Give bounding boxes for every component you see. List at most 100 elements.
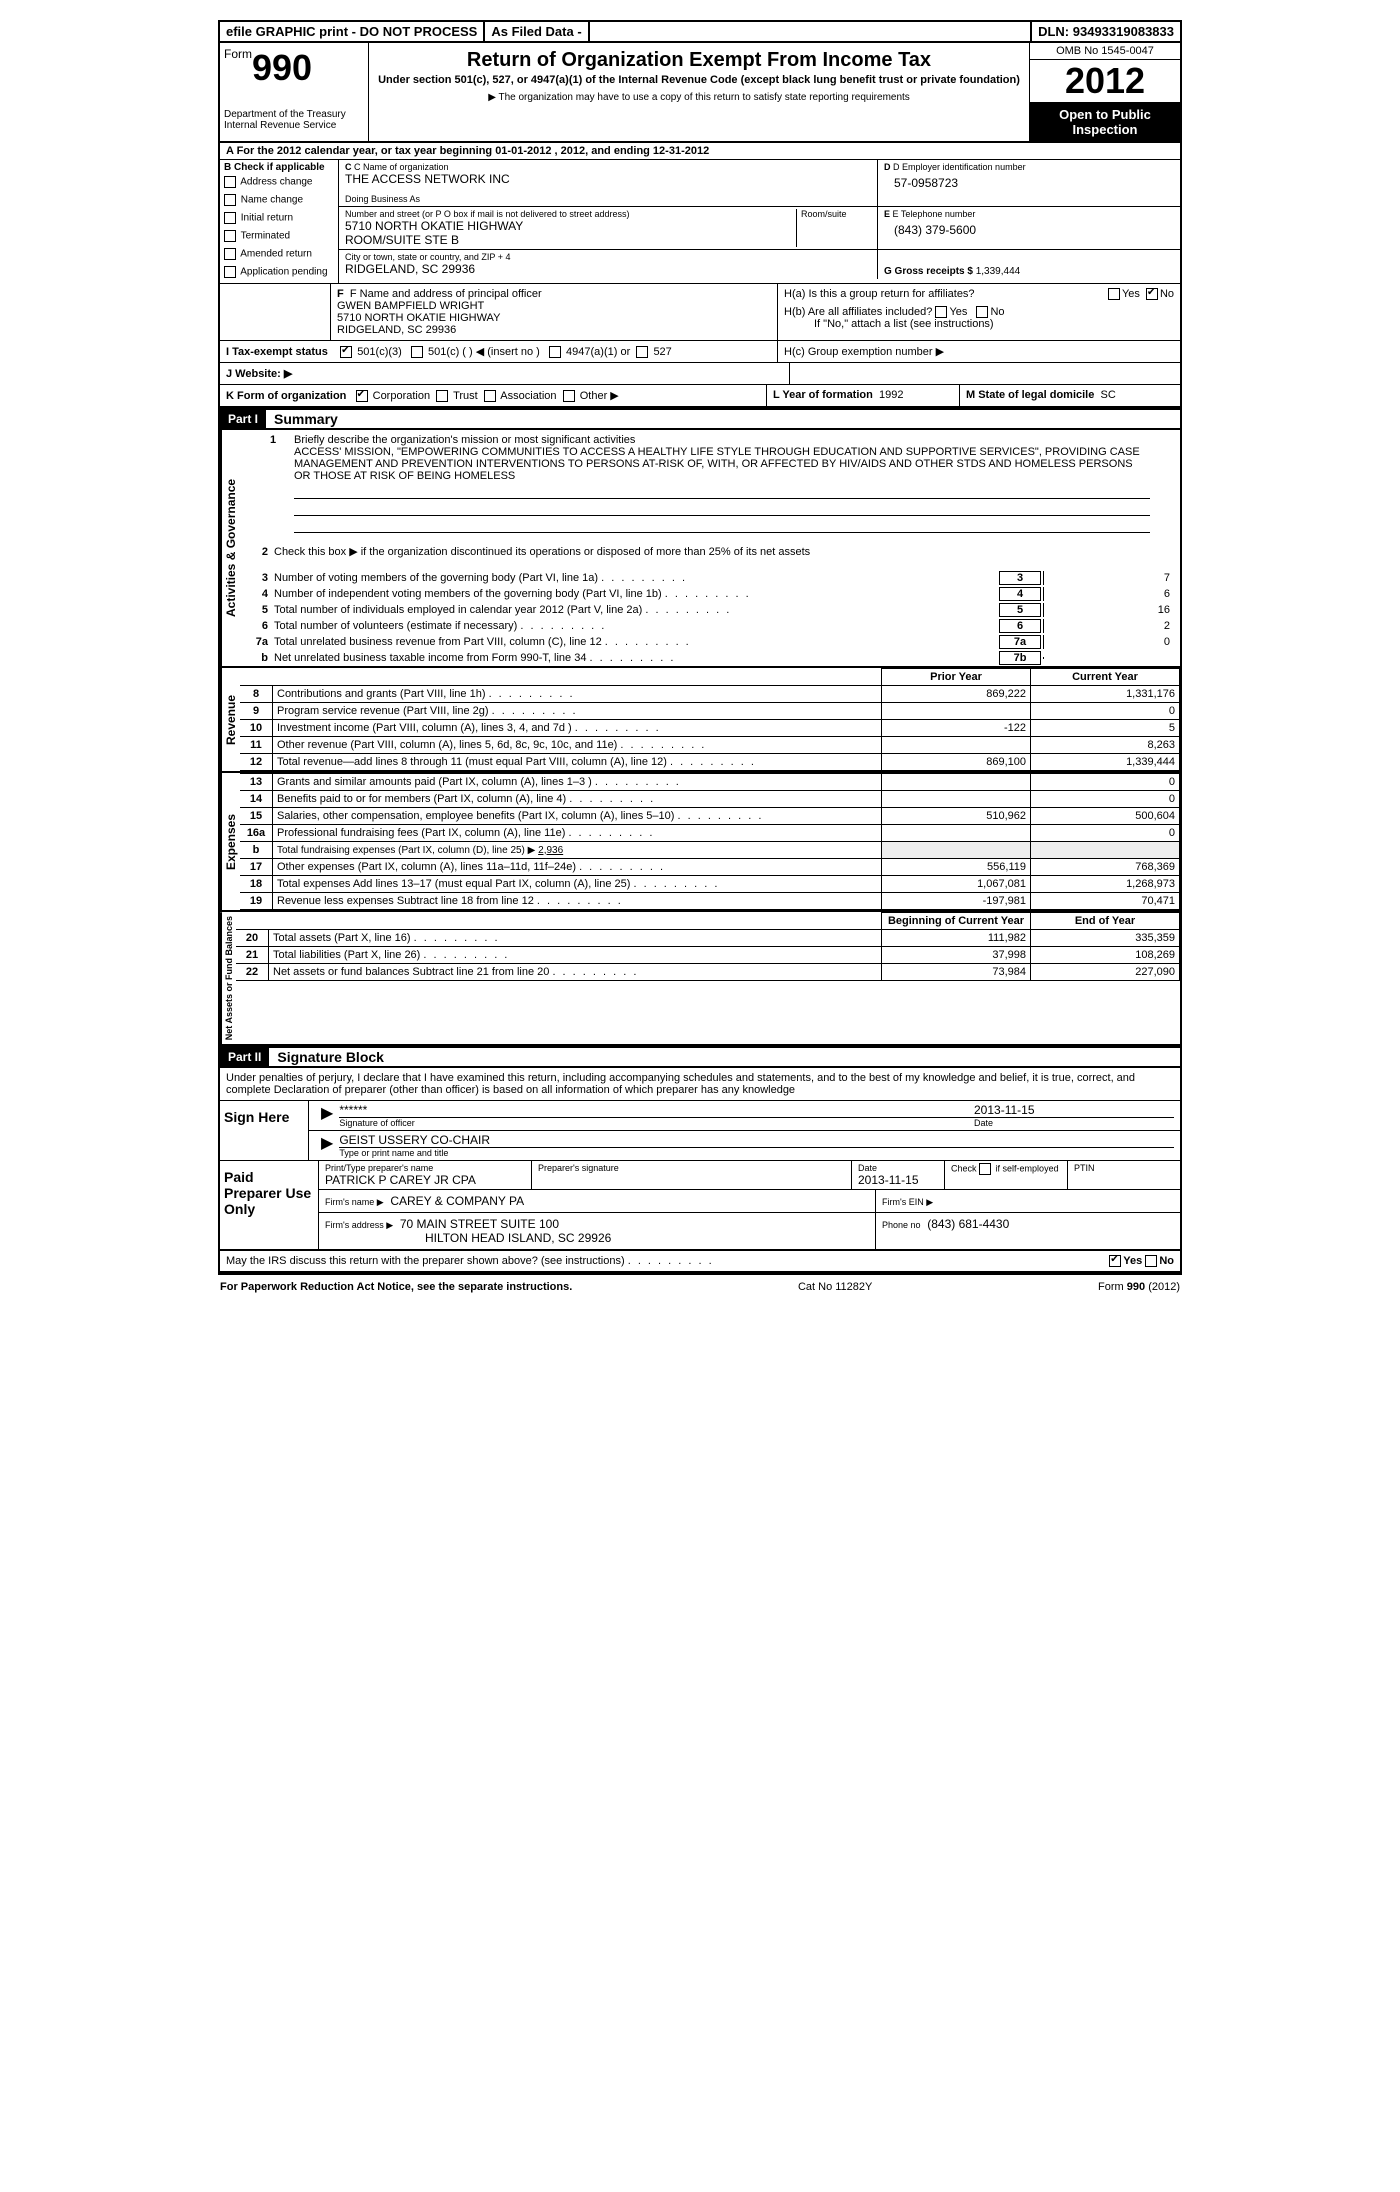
checkbox[interactable] [224, 212, 236, 224]
financial-row: 18Total expenses Add lines 13–17 (must e… [240, 876, 1180, 893]
gov-line: 5Total number of individuals employed in… [240, 602, 1180, 618]
firm-addr1: 70 MAIN STREET SUITE 100 [400, 1217, 559, 1231]
state-domicile-label: M State of legal domicile [966, 389, 1094, 401]
gov-line: 4Number of independent voting members of… [240, 586, 1180, 602]
sign-here-block: Sign Here ▶ ****** Signature of officer … [220, 1101, 1180, 1161]
form-header: Form990 Department of the Treasury Inter… [220, 43, 1180, 143]
checkbox[interactable] [224, 230, 236, 242]
as-filed-label: As Filed Data - [485, 22, 589, 41]
tax-exempt-label: I Tax-exempt status [226, 346, 328, 358]
year-formation-label: L Year of formation [773, 389, 873, 401]
ha-no-checkbox[interactable] [1146, 288, 1158, 300]
financial-row: 14Benefits paid to or for members (Part … [240, 791, 1180, 808]
paid-preparer-label: Paid Preparer Use Only [220, 1161, 319, 1249]
checkbox[interactable] [224, 248, 236, 260]
form-org-checkbox[interactable] [356, 390, 368, 402]
net-assets-label: Net Assets or Fund Balances [220, 912, 236, 1044]
section-b-title: B Check if applicable [224, 162, 334, 173]
form-title: Return of Organization Exempt From Incom… [377, 49, 1021, 72]
501c-checkbox[interactable] [411, 346, 423, 358]
phone-label: E Telephone number [893, 209, 976, 219]
financial-row: 17Other expenses (Part IX, column (A), l… [240, 859, 1180, 876]
gross-receipts: 1,339,444 [976, 266, 1021, 277]
org-name: THE ACCESS NETWORK INC [345, 172, 871, 186]
4947-checkbox[interactable] [549, 346, 561, 358]
ha-label: H(a) Is this a group return for affiliat… [784, 288, 1108, 300]
self-employed-checkbox[interactable] [979, 1163, 991, 1175]
org-city: RIDGELAND, SC 29936 [345, 262, 871, 276]
section-b-item: Terminated [224, 227, 334, 245]
financial-row: 9Program service revenue (Part VIII, lin… [240, 703, 1180, 720]
form-number: 990 [252, 47, 312, 88]
org-addr2: ROOM/SUITE STE B [345, 233, 796, 247]
net-assets-section: Net Assets or Fund Balances Beginning of… [220, 912, 1180, 1046]
financial-row: 13Grants and similar amounts paid (Part … [240, 774, 1180, 791]
form-word: Form [224, 47, 252, 61]
hb-no-checkbox[interactable] [976, 306, 988, 318]
irs-no-checkbox[interactable] [1145, 1255, 1157, 1267]
paid-preparer-block: Paid Preparer Use Only Print/Type prepar… [220, 1161, 1180, 1251]
footer-left: For Paperwork Reduction Act Notice, see … [220, 1281, 572, 1293]
527-checkbox[interactable] [636, 346, 648, 358]
org-addr1: 5710 NORTH OKATIE HIGHWAY [345, 219, 796, 233]
main-info-block: B Check if applicable Address change Nam… [220, 160, 1180, 284]
tax-year: 2012 [1030, 60, 1180, 103]
501c3-checkbox[interactable] [340, 346, 352, 358]
revenue-table: Prior Year Current Year 8Contributions a… [240, 668, 1180, 771]
dln: DLN: 93493319083833 [1032, 22, 1180, 41]
revenue-label: Revenue [220, 668, 240, 771]
ha-yes-checkbox[interactable] [1108, 288, 1120, 300]
section-klm: K Form of organization Corporation Trust… [220, 385, 1180, 408]
checkbox[interactable] [224, 194, 236, 206]
part-1-header: Part I Summary [220, 408, 1180, 430]
firm-ein-label: Firm's EIN ▶ [882, 1197, 933, 1207]
ein: 57-0958723 [884, 172, 1174, 194]
financial-row: 20Total assets (Part X, line 16) 111,982… [236, 930, 1180, 947]
revenue-section: Revenue Prior Year Current Year 8Contrib… [220, 668, 1180, 773]
page-footer: For Paperwork Reduction Act Notice, see … [218, 1275, 1182, 1299]
gross-receipts-label: G Gross receipts $ [884, 266, 973, 277]
efile-notice: efile GRAPHIC print - DO NOT PROCESS [220, 22, 485, 41]
section-cd: C C Name of organization THE ACCESS NETW… [339, 160, 1180, 283]
header-right: OMB No 1545-0047 2012 Open to Public Ins… [1030, 43, 1180, 141]
form-org-checkbox[interactable] [563, 390, 575, 402]
header-middle: Return of Organization Exempt From Incom… [369, 43, 1030, 141]
phone: (843) 379-5600 [884, 219, 1174, 241]
hb-label: H(b) Are all affiliates included? [784, 306, 932, 318]
beginning-year-header: Beginning of Current Year [882, 913, 1031, 930]
financial-row: 15Salaries, other compensation, employee… [240, 808, 1180, 825]
gov-line: bNet unrelated business taxable income f… [240, 650, 1180, 666]
form-org-checkbox[interactable] [484, 390, 496, 402]
form-subtitle: Under section 501(c), 527, or 4947(a)(1)… [377, 74, 1021, 86]
firm-phone: (843) 681-4430 [927, 1217, 1009, 1231]
irs-yes-checkbox[interactable] [1109, 1255, 1121, 1267]
state-domicile: SC [1100, 389, 1115, 401]
topbar-spacer [590, 22, 1032, 41]
financial-row: 12Total revenue—add lines 8 through 11 (… [240, 754, 1180, 771]
checkbox[interactable] [224, 176, 236, 188]
preparer-name: PATRICK P CAREY JR CPA [325, 1173, 525, 1187]
year-formation: 1992 [879, 389, 903, 401]
form-org-checkbox[interactable] [436, 390, 448, 402]
net-assets-table: Beginning of Current Year End of Year 20… [236, 912, 1180, 981]
financial-row: 8Contributions and grants (Part VIII, li… [240, 686, 1180, 703]
firm-name: CAREY & COMPANY PA [390, 1194, 524, 1208]
footer-mid: Cat No 11282Y [798, 1281, 872, 1293]
irs-label: Internal Revenue Service [224, 120, 364, 131]
prep-date: 2013-11-15 [858, 1173, 938, 1187]
omb-number: OMB No 1545-0047 [1030, 43, 1180, 60]
current-year-header: Current Year [1031, 669, 1180, 686]
hb-yes-checkbox[interactable] [935, 306, 947, 318]
section-i-hc: I Tax-exempt status 501(c)(3) 501(c) ( )… [220, 341, 1180, 363]
checkbox[interactable] [224, 266, 236, 278]
end-year-header: End of Year [1031, 913, 1180, 930]
section-a: A For the 2012 calendar year, or tax yea… [220, 143, 1180, 160]
hc-label: H(c) Group exemption number ▶ [778, 341, 1180, 362]
officer-name: GWEN BAMPFIELD WRIGHT [337, 300, 771, 312]
gov-line: 7aTotal unrelated business revenue from … [240, 634, 1180, 650]
financial-row: bTotal fundraising expenses (Part IX, co… [240, 842, 1180, 859]
financial-row: 22Net assets or fund balances Subtract l… [236, 964, 1180, 981]
officer-signature: ****** [339, 1103, 974, 1118]
expenses-section: Expenses 13Grants and similar amounts pa… [220, 773, 1180, 912]
line-2-text: Check this box ▶ if the organization dis… [274, 546, 810, 558]
